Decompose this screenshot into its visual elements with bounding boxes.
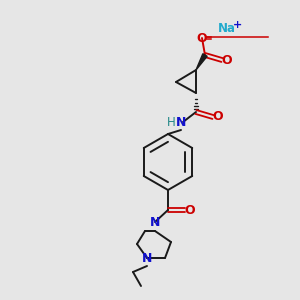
Text: Na: Na <box>218 22 236 34</box>
Text: N: N <box>142 253 152 266</box>
Text: N: N <box>150 217 160 230</box>
Text: O: O <box>222 53 232 67</box>
Text: O: O <box>185 203 195 217</box>
Polygon shape <box>196 54 207 70</box>
Text: N: N <box>176 116 186 128</box>
Text: O: O <box>213 110 223 124</box>
Text: H: H <box>167 116 176 128</box>
Text: O: O <box>197 32 207 44</box>
Text: +: + <box>233 20 243 30</box>
